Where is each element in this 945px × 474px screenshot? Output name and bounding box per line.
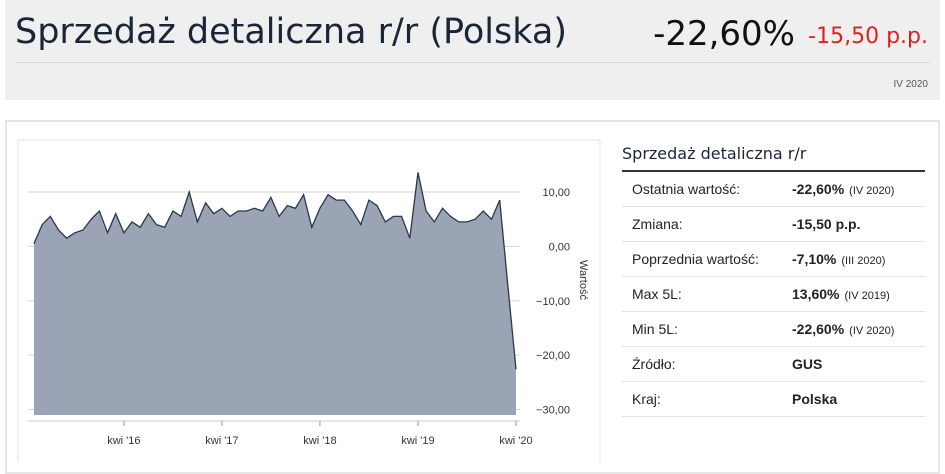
table-row: Poprzednia wartość: -7,10% (III 2020) [622,242,925,277]
row-label: Poprzednia wartość: [632,251,759,267]
row-note: (IV 2020) [849,325,895,337]
table-row: Zmiana: -15,50 p.p. [622,207,925,242]
x-tick-label: kwi '16 [107,435,140,447]
latest-value: -22,60% [653,14,795,54]
row-note: (IV 2020) [849,185,895,197]
row-value-cell: -7,10% (III 2020) [792,251,885,267]
row-note: (III 2020) [841,255,886,267]
y-tick-label: −10,00 [536,296,570,308]
row-value: -22,60% [792,181,845,197]
row-label: Min 5L: [632,321,678,337]
table-title: Sprzedaż detaliczna r/r [622,142,925,172]
table-row: Min 5L: -22,60% (IV 2020) [622,312,925,347]
row-value-cell: -22,60% (IV 2020) [792,181,894,197]
y-tick-label: −30,00 [536,405,570,417]
row-value-cell: 13,60% (IV 2019) [792,286,890,302]
y-tick-label: −20,00 [536,350,570,362]
line [33,172,517,370]
period: IV 2020 [893,79,928,90]
row-value: -7,10% [792,251,837,267]
header: Sprzedaż detaliczna r/r (Polska) -22,60%… [5,0,940,100]
y-tick-label: 10,00 [542,187,570,199]
area [34,172,516,415]
row-value: -22,60% [792,321,845,337]
row-value-cell: -22,60% (IV 2020) [792,321,894,337]
table-row: Ostatnia wartość: -22,60% (IV 2020) [622,172,925,207]
row-value-cell: GUS [792,356,822,372]
row-value: GUS [792,356,823,372]
divider [15,62,930,63]
table-row: Źródło: GUS [622,347,925,382]
row-label: Źródło: [632,356,676,372]
row-value-cell: Polska [792,391,837,407]
x-tick-label: kwi '17 [205,435,238,447]
row-label: Ostatnia wartość: [632,181,741,197]
x-tick-label: kwi '18 [303,435,336,447]
page: Sprzedaż detaliczna r/r (Polska) -22,60%… [5,0,940,474]
table-row: Kraj: Polska [622,382,925,417]
row-label: Max 5L: [632,286,682,302]
x-tick-label: kwi '19 [401,435,434,447]
row-value: 13,60% [792,286,840,302]
x-tick-label: kwi '20 [499,435,532,447]
row-label: Kraj: [632,391,661,407]
row-value: Polska [792,391,838,407]
row-value-cell: -15,50 p.p. [792,216,860,232]
y-axis-title: Wartość [577,260,589,300]
row-note: (IV 2019) [844,290,890,302]
change: -15,50 p.p. [808,24,928,49]
title: Sprzedaż detaliczna r/r (Polska) [15,12,567,52]
row-label: Zmiana: [632,216,683,232]
row-value: -15,50 p.p. [792,216,861,232]
y-tick-label: 0,00 [549,241,570,253]
stats-table: Sprzedaż detaliczna r/r Ostatnia wartość… [622,142,925,417]
chart: Wartość 10,00 0,00 −10,00 −20,00 −30,00 kwi '… [17,139,601,462]
table-row: Max 5L: 13,60% (IV 2019) [622,277,925,312]
